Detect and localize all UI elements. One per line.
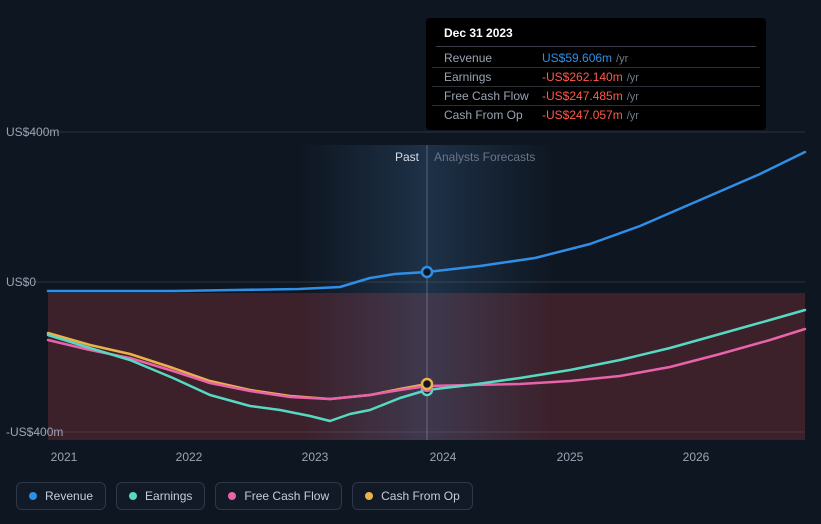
legend-item-earnings[interactable]: Earnings xyxy=(116,482,205,510)
legend-item-cfo[interactable]: Cash From Op xyxy=(352,482,473,510)
x-tick-label: 2026 xyxy=(683,450,710,464)
tooltip-row-value: -US$262.140m xyxy=(542,70,623,84)
forecast-label: Analysts Forecasts xyxy=(434,150,535,164)
legend-item-revenue[interactable]: Revenue xyxy=(16,482,106,510)
tooltip-row-value: -US$247.485m xyxy=(542,89,623,103)
tooltip-divider xyxy=(436,46,756,47)
financials-chart: { "chart": { "type": "line-area", "backg… xyxy=(0,0,821,524)
legend-swatch xyxy=(29,492,37,500)
tooltip-row-value: US$59.606m xyxy=(542,51,612,65)
legend-label: Cash From Op xyxy=(381,489,460,503)
tooltip-row-label: Earnings xyxy=(444,70,542,84)
x-tick-label: 2023 xyxy=(302,450,329,464)
tooltip-row-unit: /yr xyxy=(616,53,628,65)
x-tick-label: 2022 xyxy=(176,450,203,464)
x-tick-label: 2025 xyxy=(557,450,584,464)
legend-item-fcf[interactable]: Free Cash Flow xyxy=(215,482,342,510)
tooltip-row-label: Revenue xyxy=(444,51,542,65)
tooltip-row-unit: /yr xyxy=(627,110,639,122)
legend-label: Earnings xyxy=(145,489,192,503)
tooltip-row-cfo: Cash From Op -US$247.057m /yr xyxy=(432,105,760,124)
x-tick-label: 2021 xyxy=(51,450,78,464)
tooltip-row-earnings: Earnings -US$262.140m /yr xyxy=(432,67,760,86)
y-tick-label: US$400m xyxy=(6,125,59,139)
legend-swatch xyxy=(129,492,137,500)
tooltip-row-unit: /yr xyxy=(627,72,639,84)
tooltip-row-fcf: Free Cash Flow -US$247.485m /yr xyxy=(432,86,760,105)
tooltip-row-label: Free Cash Flow xyxy=(444,89,542,103)
chart-tooltip: Dec 31 2023 Revenue US$59.606m /yr Earni… xyxy=(426,18,766,130)
tooltip-date: Dec 31 2023 xyxy=(432,26,760,46)
legend-label: Free Cash Flow xyxy=(244,489,329,503)
tooltip-row-label: Cash From Op xyxy=(444,108,542,122)
tooltip-row-revenue: Revenue US$59.606m /yr xyxy=(432,49,760,67)
legend: Revenue Earnings Free Cash Flow Cash Fro… xyxy=(16,482,473,510)
legend-swatch xyxy=(228,492,236,500)
past-label: Past xyxy=(0,150,419,164)
y-tick-label: -US$400m xyxy=(6,425,63,439)
legend-swatch xyxy=(365,492,373,500)
x-tick-label: 2024 xyxy=(430,450,457,464)
y-tick-label: US$0 xyxy=(6,275,36,289)
legend-label: Revenue xyxy=(45,489,93,503)
tooltip-row-unit: /yr xyxy=(627,91,639,103)
tooltip-row-value: -US$247.057m xyxy=(542,108,623,122)
x-axis: 2021 2022 2023 2024 2025 2026 xyxy=(16,450,805,470)
